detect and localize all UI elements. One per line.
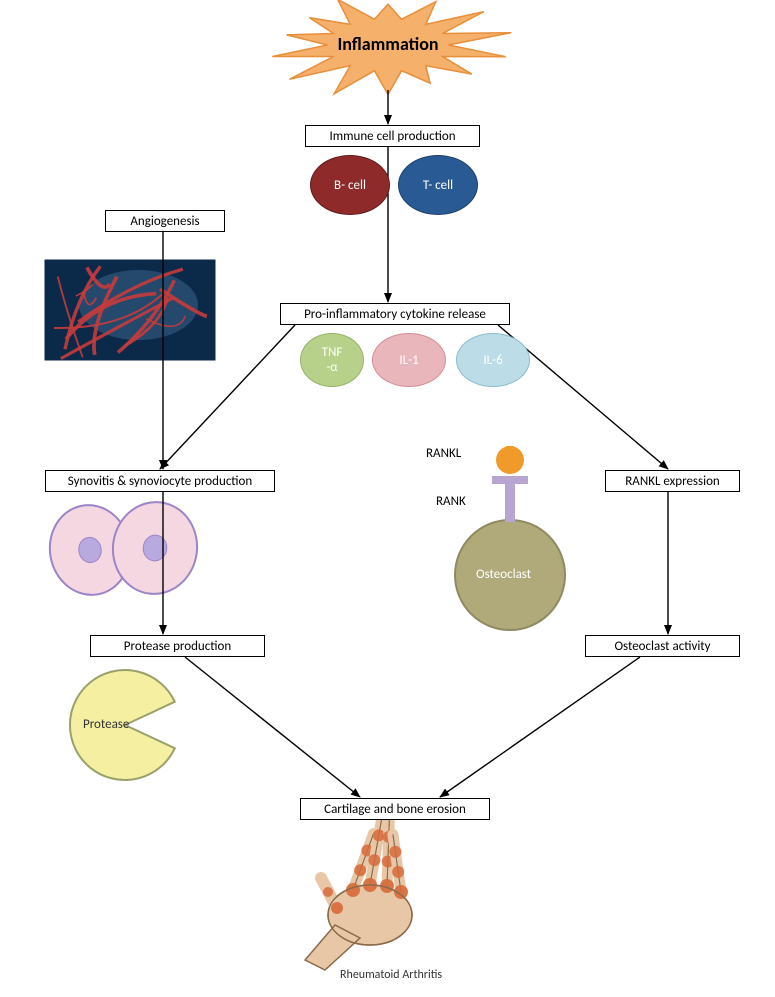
svg-layer <box>0 0 775 997</box>
protease-shape-label: Protease <box>83 717 129 732</box>
node-label: Immune cell production <box>329 129 455 144</box>
node-label: Cartilage and bone erosion <box>324 802 466 817</box>
rankl-label: RANKL <box>426 446 461 461</box>
node-label: RANKL expression <box>625 474 720 489</box>
tnf-label: TNF -α <box>322 345 343 375</box>
node-synovitis: Synovitis & synoviocyte production <box>45 470 275 492</box>
tcell-label: T- cell <box>423 178 453 193</box>
bcell-label: B- cell <box>334 178 366 193</box>
il6-label: IL-6 <box>483 353 502 368</box>
node-osteoclast-activity: Osteoclast activity <box>585 635 740 657</box>
tcell-icon: T- cell <box>398 155 478 215</box>
node-label: Protease production <box>124 639 231 654</box>
node-label: Synovitis & synoviocyte production <box>68 474 253 489</box>
tnf-alpha-icon: TNF -α <box>300 333 364 387</box>
node-protease-production: Protease production <box>90 635 265 657</box>
osteoclast-shape-label: Osteoclast <box>476 567 531 582</box>
node-cartilage-bone-erosion: Cartilage and bone erosion <box>300 798 490 820</box>
hand-caption: Rheumatoid Arthritis <box>340 968 442 982</box>
node-label: Angiogenesis <box>130 214 199 229</box>
inflammation-title: Inflammation <box>318 33 458 55</box>
rank-label: RANK <box>436 494 466 509</box>
il1-label: IL-1 <box>399 353 418 368</box>
node-angiogenesis: Angiogenesis <box>105 210 225 232</box>
node-immune-cell-production: Immune cell production <box>305 125 480 147</box>
diagram-canvas: Immune cell production Angiogenesis Pro-… <box>0 0 775 997</box>
node-label: Pro-inflammatory cytokine release <box>304 307 486 322</box>
bcell-icon: B- cell <box>310 155 390 215</box>
node-label: Osteoclast activity <box>614 639 710 654</box>
il1-icon: IL-1 <box>372 333 446 387</box>
node-rankl-expression: RANKL expression <box>605 470 740 492</box>
node-cytokine-release: Pro-inflammatory cytokine release <box>280 303 510 325</box>
il6-icon: IL-6 <box>456 333 530 387</box>
